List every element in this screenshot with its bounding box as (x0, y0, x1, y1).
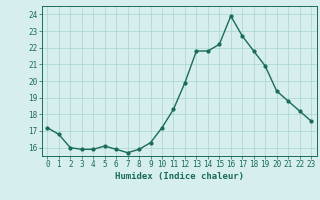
X-axis label: Humidex (Indice chaleur): Humidex (Indice chaleur) (115, 172, 244, 181)
